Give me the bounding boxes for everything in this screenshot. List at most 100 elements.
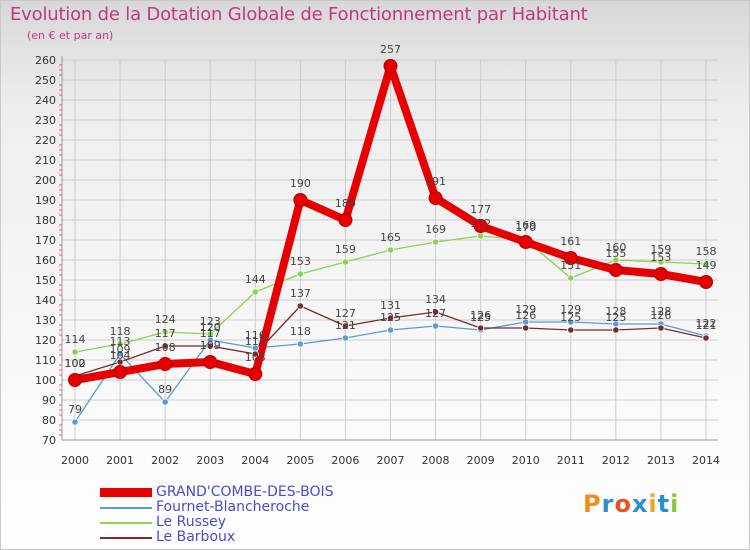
data-label: 134	[425, 293, 446, 306]
series-point	[338, 213, 353, 227]
series-point	[113, 365, 128, 379]
series-point	[431, 308, 440, 316]
data-label: 89	[158, 383, 172, 396]
series-point	[341, 334, 350, 342]
legend-item: Le Russey	[100, 515, 334, 530]
data-label: 126	[650, 309, 671, 322]
series-point	[251, 350, 259, 358]
data-label: 159	[650, 243, 671, 256]
data-label: 125	[605, 311, 626, 324]
series-point	[477, 324, 485, 332]
data-label: 125	[470, 311, 491, 324]
x-tick-label: 2014	[692, 454, 720, 467]
data-label: 180	[335, 197, 356, 210]
series-point	[296, 340, 304, 348]
data-label: 127	[425, 307, 446, 320]
x-tick-label: 2004	[241, 454, 269, 467]
data-label: 161	[560, 235, 581, 248]
series-point	[522, 324, 530, 332]
series-point	[161, 328, 169, 336]
x-tick-label: 2005	[286, 454, 314, 467]
y-tick-label: 80	[42, 414, 56, 427]
legend-label: Fournet-Blancheroche	[156, 499, 310, 515]
data-label: 153	[650, 251, 671, 264]
data-label: 109	[200, 339, 221, 352]
legend-item: Le Barboux	[100, 530, 334, 545]
x-tick-label: 2010	[512, 454, 540, 467]
data-label: 159	[335, 243, 356, 256]
data-label: 257	[380, 43, 401, 56]
y-tick-label: 150	[35, 274, 56, 287]
data-label: 169	[425, 223, 446, 236]
y-tick-label: 200	[35, 174, 56, 187]
series-point	[203, 355, 218, 369]
data-label: 169	[515, 219, 536, 232]
series-point	[296, 302, 304, 310]
series-point	[116, 340, 124, 348]
legend-swatch	[100, 488, 152, 497]
y-tick-label: 90	[42, 394, 56, 407]
data-label: 113	[110, 335, 131, 348]
series-point	[383, 59, 398, 73]
series-point	[567, 274, 575, 282]
x-tick-label: 2007	[377, 454, 405, 467]
data-label: 129	[560, 303, 581, 316]
series-point	[612, 326, 620, 334]
legend-swatch	[100, 536, 152, 539]
data-label: 127	[335, 307, 356, 320]
series-point	[341, 258, 350, 266]
data-label: 104	[110, 349, 131, 362]
x-tick-label: 2011	[557, 454, 585, 467]
data-label: 116	[245, 329, 266, 342]
series-point	[567, 318, 575, 326]
x-tick-label: 2002	[151, 454, 179, 467]
x-tick-label: 2000	[61, 454, 89, 467]
series-point	[341, 322, 350, 330]
y-tick-label: 140	[35, 294, 56, 307]
series-point	[657, 258, 665, 266]
series-point	[473, 219, 488, 233]
chart-subtitle: (en € et par an)	[27, 29, 114, 42]
data-label: 100	[65, 357, 86, 370]
series-point	[251, 288, 259, 296]
series-point	[657, 324, 665, 332]
series-point	[702, 334, 710, 342]
series-point	[71, 348, 79, 356]
data-label: 113	[245, 335, 266, 348]
data-label: 102	[65, 357, 86, 370]
data-label: 170	[515, 221, 536, 234]
data-label: 108	[155, 341, 176, 354]
data-label: 151	[560, 259, 581, 272]
y-tick-label: 120	[35, 334, 56, 347]
data-label: 172	[470, 217, 491, 230]
chart-legend: GRAND'COMBE-DES-BOIS Fournet-Blancheroche…	[100, 485, 334, 545]
data-label: 123	[200, 315, 221, 328]
series-point	[116, 350, 124, 358]
data-label: 118	[290, 325, 311, 338]
x-tick-label: 2009	[467, 454, 495, 467]
data-label: 191	[425, 175, 446, 188]
legend-label: Le Russey	[156, 514, 227, 530]
y-tick-label: 130	[35, 314, 56, 327]
data-label: 131	[380, 299, 401, 312]
data-label: 149	[696, 259, 717, 272]
series-point	[518, 235, 533, 249]
series-point	[563, 251, 578, 265]
legend-label: GRAND'COMBE-DES-BOIS	[156, 484, 334, 500]
data-label: 124	[155, 313, 176, 326]
data-label: 120	[200, 321, 221, 334]
data-label: 117	[155, 327, 176, 340]
legend-item: GRAND'COMBE-DES-BOIS	[100, 485, 334, 500]
legend-label: Le Barboux	[156, 529, 236, 545]
x-tick-label: 2012	[602, 454, 630, 467]
series-point	[248, 367, 263, 381]
series-point	[431, 238, 440, 246]
x-tick-label: 2008	[422, 454, 450, 467]
y-tick-label: 260	[35, 54, 56, 67]
y-tick-label: 190	[35, 194, 56, 207]
data-label: 103	[245, 351, 266, 364]
data-label: 165	[380, 231, 401, 244]
data-label: 109	[110, 343, 131, 356]
chart-title: Evolution de la Dotation Globale de Fonc…	[10, 4, 588, 25]
